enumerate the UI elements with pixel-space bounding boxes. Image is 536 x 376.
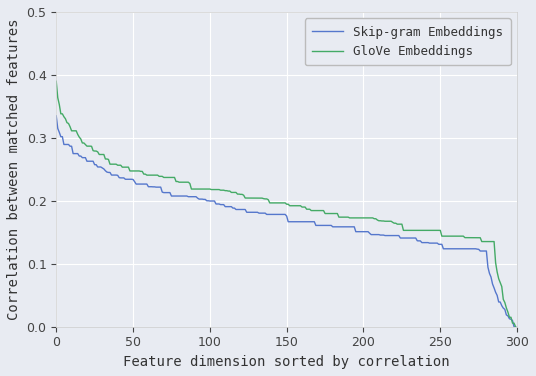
- GloVe Embeddings: [512, 324, 519, 329]
- X-axis label: Feature dimension sorted by correlation: Feature dimension sorted by correlation: [123, 355, 450, 369]
- Skip-gram Embeddings: [511, 324, 517, 329]
- GloVe Embeddings: [325, 211, 331, 216]
- Y-axis label: Correlation between matched features: Correlation between matched features: [7, 18, 21, 320]
- Skip-gram Embeddings: [53, 114, 59, 118]
- GloVe Embeddings: [53, 79, 59, 83]
- GloVe Embeddings: [440, 234, 446, 238]
- Skip-gram Embeddings: [334, 224, 340, 229]
- Skip-gram Embeddings: [325, 223, 331, 228]
- GloVe Embeddings: [334, 211, 340, 216]
- Skip-gram Embeddings: [512, 324, 519, 329]
- Skip-gram Embeddings: [440, 247, 446, 251]
- Line: GloVe Embeddings: GloVe Embeddings: [56, 81, 516, 327]
- GloVe Embeddings: [55, 96, 61, 100]
- Skip-gram Embeddings: [326, 223, 333, 228]
- GloVe Embeddings: [470, 235, 476, 240]
- GloVe Embeddings: [326, 211, 333, 216]
- Skip-gram Embeddings: [470, 247, 476, 251]
- Legend: Skip-gram Embeddings, GloVe Embeddings: Skip-gram Embeddings, GloVe Embeddings: [304, 18, 511, 65]
- Line: Skip-gram Embeddings: Skip-gram Embeddings: [56, 116, 516, 327]
- Skip-gram Embeddings: [55, 126, 61, 131]
